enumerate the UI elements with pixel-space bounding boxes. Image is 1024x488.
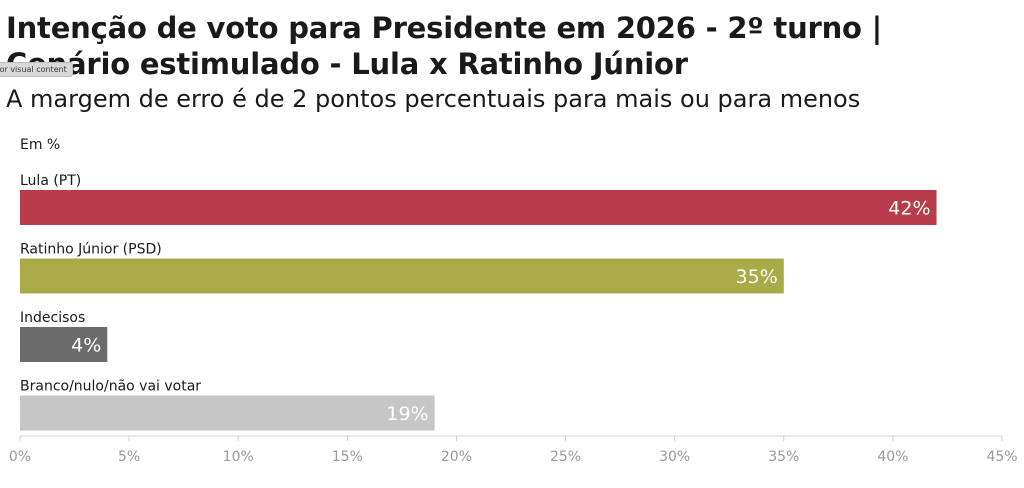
image-tooltip: Image or visual content bbox=[0, 62, 73, 77]
category-label: Branco/nulo/não vai votar bbox=[20, 379, 201, 395]
x-tick-label: 20% bbox=[441, 449, 472, 465]
bar bbox=[20, 258, 784, 294]
bar bbox=[20, 190, 937, 225]
value-label: 19% bbox=[386, 403, 428, 425]
value-label: 4% bbox=[71, 335, 101, 357]
x-tick-label: 25% bbox=[550, 449, 581, 465]
value-label: 35% bbox=[736, 266, 778, 288]
x-tick-label: 45% bbox=[986, 449, 1017, 465]
x-tick-label: 15% bbox=[332, 449, 363, 465]
category-label: Lula (PT) bbox=[20, 173, 81, 189]
chart-title: Intenção de voto para Presidente em 2026… bbox=[6, 11, 883, 81]
category-label: Indecisos bbox=[20, 310, 85, 326]
bar bbox=[20, 327, 108, 362]
unit-label: Em % bbox=[20, 137, 61, 153]
x-tick-label: 0% bbox=[9, 449, 31, 465]
x-tick-label: 30% bbox=[659, 449, 690, 465]
x-tick-label: 40% bbox=[877, 449, 908, 465]
x-tick-label: 10% bbox=[223, 449, 254, 465]
category-label: Ratinho Júnior (PSD) bbox=[20, 242, 162, 258]
value-label: 42% bbox=[888, 198, 930, 220]
bar bbox=[20, 395, 435, 431]
x-tick-label: 35% bbox=[768, 449, 799, 465]
chart-subtitle: A margem de erro é de 2 pontos percentua… bbox=[6, 85, 861, 113]
x-tick-label: 5% bbox=[118, 449, 140, 465]
